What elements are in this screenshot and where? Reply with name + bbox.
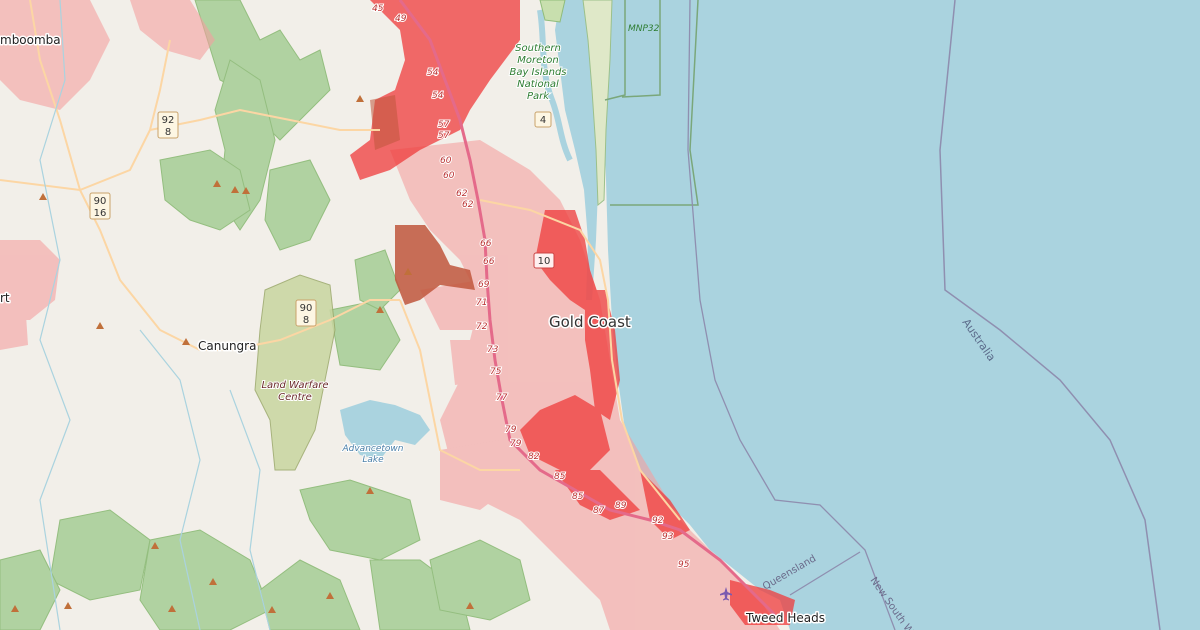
military-label-line: Centre (278, 392, 312, 403)
exit-label: 66 (480, 239, 492, 249)
waterways (39, 0, 271, 630)
exit-label: 93 (662, 532, 674, 542)
exit-label: 95 (678, 560, 690, 570)
shield-line: 4 (540, 115, 546, 126)
australia-border-line (939, 0, 1161, 630)
label-jimboomba: mboomba (0, 33, 61, 47)
island-top (539, 0, 566, 23)
exit-label: 73 (487, 345, 499, 355)
exit-label: 87 (593, 506, 605, 516)
sea-area (604, 0, 1200, 630)
exit-label: 75 (490, 367, 502, 377)
label-mnp32: MNP32 (628, 24, 660, 34)
shield-line: 8 (165, 127, 171, 138)
route-shield-4: 4 (534, 111, 552, 128)
water-label-line: Advancetown (341, 444, 403, 454)
label-land-warfare-centre: Land Warfare Centre (260, 379, 329, 404)
shield-line: 90 (94, 196, 107, 207)
military-label-line: Land Warfare (261, 380, 328, 391)
overlay-brown-2 (370, 95, 400, 150)
shield-line: 92 (162, 115, 175, 126)
state-border-line (687, 0, 896, 630)
label-gold-coast: Gold Coast (549, 313, 631, 331)
exit-label: 79 (505, 425, 517, 435)
coomera-river (537, 9, 573, 162)
exit-label: 72 (476, 322, 488, 332)
exit-label: 49 (395, 14, 407, 24)
exit-label: 45 (372, 4, 384, 14)
park-label-line: Bay Islands (509, 67, 566, 78)
exit-label: 92 (652, 516, 664, 526)
overlay-brown (395, 225, 475, 305)
label-tweed-heads: Tweed Heads (745, 611, 825, 625)
shield-line: 8 (303, 315, 309, 326)
exit-label: 85 (572, 492, 584, 502)
exit-label: 79 (510, 439, 522, 449)
exit-label: 62 (456, 189, 468, 199)
water-label-line: Lake (362, 455, 384, 465)
route-shield-90-8: 90 8 (295, 299, 317, 327)
exit-label: 54 (432, 91, 444, 101)
route-shield-10: 10 (533, 252, 555, 269)
exit-label: 60 (443, 171, 455, 181)
exit-label: 66 (483, 257, 495, 267)
shield-line: 16 (94, 208, 107, 219)
shield-line: 10 (538, 256, 551, 267)
broadwater (555, 0, 600, 300)
exit-label: 77 (496, 393, 508, 403)
m1-motorway (398, 0, 777, 617)
exit-label: 69 (478, 280, 490, 290)
label-canungra: Canungra (198, 339, 256, 353)
motorway-exits: 45 49 54 54 57 57 60 60 62 62 66 66 69 7… (371, 3, 691, 571)
label-southern-moreton-park: Southern Moreton Bay Islands National Pa… (508, 42, 567, 103)
shield-line: 90 (300, 303, 313, 314)
airport-icon (720, 587, 732, 601)
route-shield-92-8: 92 8 (157, 111, 179, 139)
exit-label: 89 (615, 501, 627, 511)
exit-label: 54 (427, 68, 439, 78)
label-advancetown-lake: Advancetown Lake (340, 443, 404, 466)
exit-label: 85 (554, 472, 566, 482)
qld-nsw-border (789, 551, 861, 596)
forest-areas (0, 0, 531, 630)
park-label-line: Park (527, 91, 550, 102)
exit-label: 60 (440, 156, 452, 166)
advancetown-lake (340, 400, 430, 460)
route-shield-90-16: 90 16 (89, 192, 111, 220)
exit-label: 71 (476, 298, 487, 308)
exit-label: 82 (528, 452, 540, 462)
park-label-line: Moreton (517, 55, 558, 66)
peak-markers (11, 95, 474, 613)
exit-label: 57 (438, 120, 450, 130)
exit-label: 57 (438, 131, 450, 141)
pacific-highway (479, 199, 681, 521)
exit-label: 62 (462, 200, 474, 210)
mnp-boundary (604, 0, 699, 206)
park-label-line: National (517, 79, 559, 90)
label-left-edge: rt (0, 291, 10, 305)
park-label-line: Southern (515, 43, 561, 54)
stradbroke-island (582, 0, 613, 207)
